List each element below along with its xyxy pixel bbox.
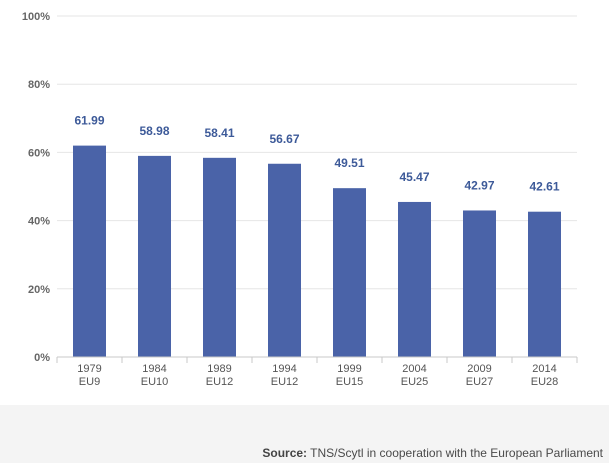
x-tick-label-members: EU28 xyxy=(531,376,559,388)
x-tick-label-year: 2004 xyxy=(402,363,426,375)
x-tick-label-year: 1989 xyxy=(207,363,231,375)
y-tick-label: 0% xyxy=(34,352,50,364)
bar-value-label: 49.51 xyxy=(334,156,364,170)
bar-value-label: 45.47 xyxy=(399,170,429,184)
bar xyxy=(203,157,236,357)
source-text: TNS/Scytl in cooperation with the Europe… xyxy=(307,446,603,460)
bar xyxy=(528,211,561,357)
x-tick-label-year: 1999 xyxy=(337,363,361,375)
bar-value-label: 42.97 xyxy=(464,178,494,192)
x-tick-label-members: EU9 xyxy=(79,376,100,388)
bar xyxy=(463,210,496,357)
x-tick-label-year: 1984 xyxy=(142,363,166,375)
chart-panel: 61.99 58.98 58.41 56.67 49.51 45.47 42.97 42.61… xyxy=(0,0,609,405)
x-tick-label-year: 2014 xyxy=(532,363,556,375)
x-tick-label-year: 1994 xyxy=(272,363,296,375)
bar xyxy=(73,145,106,357)
y-tick-label: 40% xyxy=(28,216,50,228)
bar-value-label: 58.41 xyxy=(204,126,234,140)
bar-value-label: 61.99 xyxy=(74,114,104,128)
bar xyxy=(268,163,301,357)
turnout-bar-chart: 61.99 58.98 58.41 56.67 49.51 45.47 42.97 42.61… xyxy=(22,11,578,388)
x-tick-label-members: EU25 xyxy=(401,376,429,388)
bar xyxy=(333,188,366,357)
source-note: Source: TNS/Scytl in cooperation with th… xyxy=(262,446,603,460)
bar-value-label: 42.61 xyxy=(529,180,559,194)
gridlines xyxy=(57,15,577,290)
bar xyxy=(398,201,431,357)
axes: 0%20%40%60%80%100%1979EU91984EU101989EU1… xyxy=(22,11,578,388)
x-tick-label-members: EU15 xyxy=(336,376,364,388)
y-tick-label: 80% xyxy=(28,79,50,91)
bar-value-label: 58.98 xyxy=(139,124,169,138)
bar xyxy=(138,155,171,357)
x-tick-label-members: EU12 xyxy=(206,376,234,388)
y-tick-label: 20% xyxy=(28,284,50,296)
x-tick-label-members: EU27 xyxy=(466,376,494,388)
y-tick-label: 60% xyxy=(28,147,50,159)
x-tick-label-members: EU10 xyxy=(141,376,169,388)
bar-value-label: 56.67 xyxy=(269,132,299,146)
x-tick-label-members: EU12 xyxy=(271,376,299,388)
source-label: Source: xyxy=(262,446,308,460)
x-tick-label-year: 2009 xyxy=(467,363,491,375)
y-tick-label: 100% xyxy=(22,11,50,23)
data-labels: 61.99 58.98 58.41 56.67 49.51 45.47 42.97 42.61 xyxy=(74,114,559,194)
bars xyxy=(73,145,561,357)
x-tick-label-year: 1979 xyxy=(77,363,101,375)
